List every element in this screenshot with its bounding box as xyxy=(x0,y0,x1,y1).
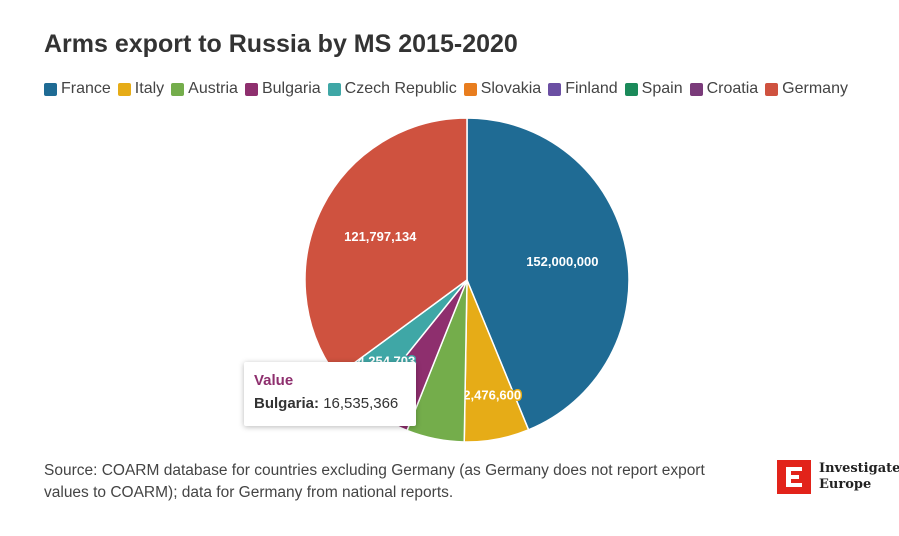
legend-swatch xyxy=(463,82,477,96)
legend-label: Croatia xyxy=(706,80,759,97)
legend-label: Spain xyxy=(641,80,683,97)
chart-legend: France Italy Austria Bulgaria Czech Republic… xyxy=(44,80,855,98)
legend-item-bulgaria[interactable]: Bulgaria xyxy=(244,80,321,98)
legend-label: Slovakia xyxy=(480,80,542,97)
legend-item-france[interactable]: France xyxy=(44,80,111,98)
legend-label: Finland xyxy=(565,80,618,97)
legend-item-croatia[interactable]: Croatia xyxy=(689,80,759,98)
pie-slice-france[interactable] xyxy=(466,117,630,431)
legend-item-italy[interactable]: Italy xyxy=(117,80,165,98)
chart-title: Arms export to Russia by MS 2015-2020 xyxy=(44,30,518,58)
legend-label: Czech Republic xyxy=(344,80,457,97)
legend-swatch xyxy=(624,82,638,96)
investigate-europe-logo-icon xyxy=(777,460,811,494)
tooltip-label: Bulgaria: xyxy=(254,395,320,412)
legend-label: Bulgaria xyxy=(261,80,321,97)
legend-item-spain[interactable]: Spain xyxy=(624,80,683,98)
legend-swatch xyxy=(244,82,258,96)
legend-swatch xyxy=(117,82,131,96)
brand-line-1: Investigate xyxy=(819,461,899,476)
source-note: Source: COARM database for countries exc… xyxy=(44,462,705,501)
data-label-france: 152,000,000 xyxy=(526,254,598,269)
legend-item-germany[interactable]: Germany xyxy=(765,80,848,98)
tooltip-title: Value xyxy=(254,372,294,389)
legend-label: Germany xyxy=(782,80,848,97)
legend-swatch xyxy=(327,82,341,96)
legend-item-czech-republic[interactable]: Czech Republic xyxy=(327,80,457,98)
legend-item-austria[interactable]: Austria xyxy=(171,80,238,98)
legend-swatch xyxy=(171,82,185,96)
pie-slice-germany[interactable] xyxy=(304,117,468,378)
legend-label: Italy xyxy=(134,80,165,97)
legend-swatch xyxy=(548,82,562,96)
legend-swatch xyxy=(765,82,779,96)
data-label-italy: 22,476,600 xyxy=(456,388,521,403)
brand[interactable]: Investigate Europe xyxy=(777,460,899,494)
legend-item-finland[interactable]: Finland xyxy=(548,80,618,98)
tooltip-value: 16,535,366 xyxy=(323,395,399,412)
legend-swatch xyxy=(44,82,57,96)
legend-swatch xyxy=(689,82,703,96)
legend-label: Austria xyxy=(188,80,238,97)
tooltip-row: Bulgaria: 16,535,366 xyxy=(254,395,406,412)
legend-label: France xyxy=(61,80,111,97)
brand-line-2: Europe xyxy=(819,477,872,492)
legend-item-slovakia[interactable]: Slovakia xyxy=(463,80,542,98)
chart-tooltip: Value Bulgaria: 16,535,366 xyxy=(244,362,416,426)
data-label-germany: 121,797,134 xyxy=(344,229,417,244)
brand-text: Investigate Europe xyxy=(819,461,899,493)
